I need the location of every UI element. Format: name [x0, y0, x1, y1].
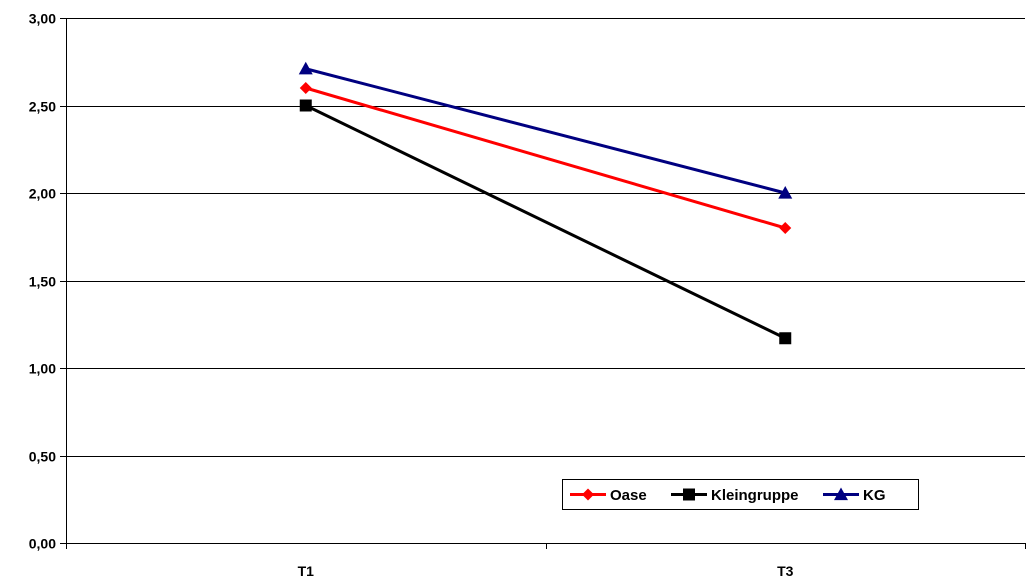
series-line	[305, 86, 786, 230]
series-lines	[298, 61, 793, 345]
legend-swatch-marker	[683, 488, 695, 501]
x-tick-label: T1	[298, 563, 315, 579]
y-tick-label: 2,00	[29, 186, 56, 202]
x-axis-ticks: T1 T3	[66, 543, 1026, 579]
gridlines	[66, 18, 1025, 457]
legend-entry: Oase	[570, 487, 647, 504]
y-tick-label: 0,00	[29, 536, 56, 552]
data-point	[779, 222, 792, 234]
legend-swatch-marker	[834, 487, 848, 501]
series-line	[305, 104, 786, 340]
y-tick-label: 0,50	[29, 449, 56, 465]
legend-box	[562, 479, 919, 510]
data-point	[299, 99, 312, 112]
y-axis-ticks: 0,00 0,50 1,00 1,50 2,00 2,50 3,00	[29, 11, 66, 552]
series-line	[305, 67, 786, 195]
legend: Oase Kleingruppe KG	[562, 479, 919, 510]
legend-swatch-marker	[582, 488, 594, 501]
y-tick-label: 1,00	[29, 361, 56, 377]
data-point	[778, 186, 793, 199]
legend-label: KG	[863, 487, 886, 504]
data-point	[779, 332, 792, 345]
x-tick-label: T3	[777, 563, 794, 579]
legend-label: Kleingruppe	[711, 487, 799, 504]
series-kleingruppe	[299, 99, 792, 345]
y-tick-label: 2,50	[29, 99, 56, 115]
series-oase	[299, 82, 792, 234]
series-kg	[298, 61, 793, 199]
axes	[66, 18, 1025, 544]
y-tick-label: 3,00	[29, 11, 56, 27]
legend-label: Oase	[610, 487, 647, 504]
data-point	[298, 61, 313, 75]
legend-entry: Kleingruppe	[671, 487, 799, 504]
legend-entry: KG	[823, 487, 886, 504]
data-point	[299, 82, 312, 94]
y-tick-label: 1,50	[29, 274, 56, 290]
